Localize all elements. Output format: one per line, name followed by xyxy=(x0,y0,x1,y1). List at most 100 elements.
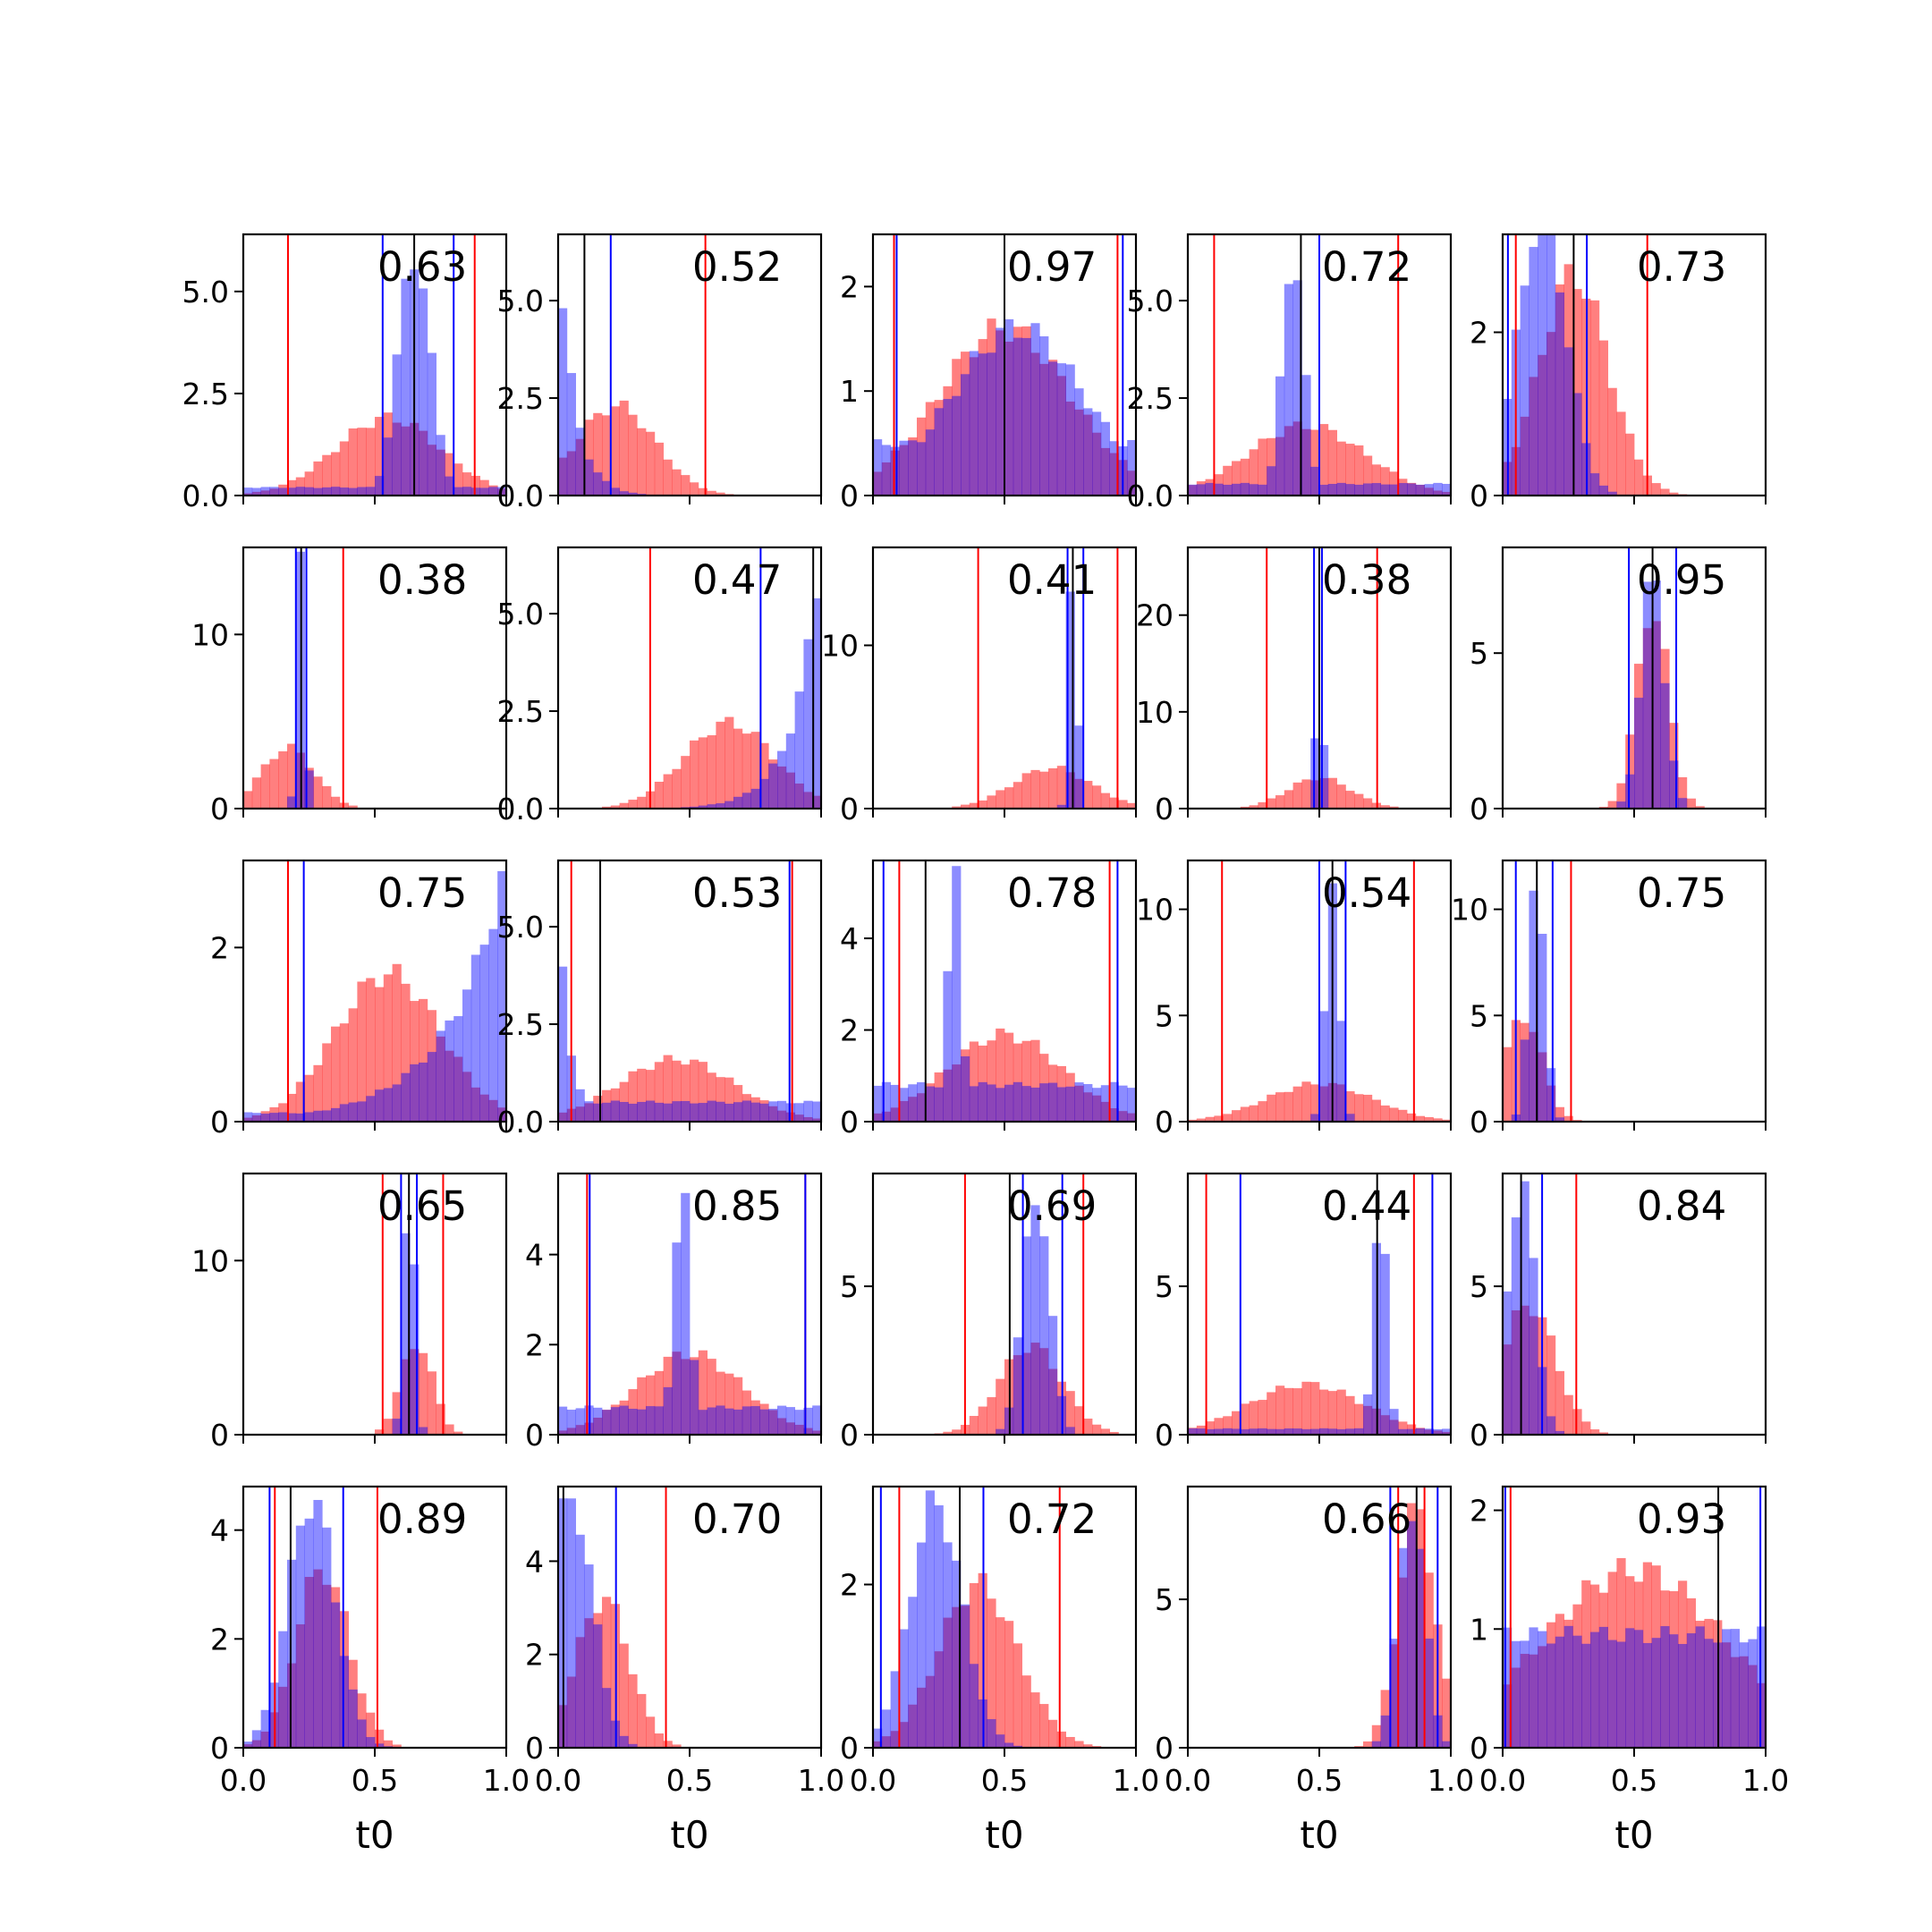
red-histogram-bar xyxy=(1634,664,1644,809)
red-histogram-bar xyxy=(584,1103,594,1122)
red-histogram-bar xyxy=(1363,455,1373,496)
histogram-bars xyxy=(1188,860,1451,1122)
panel-score: 0.70 xyxy=(692,1496,782,1543)
red-histogram-bar xyxy=(1214,1115,1224,1122)
red-histogram-bar xyxy=(331,1587,341,1748)
blue-histogram-bar xyxy=(637,1101,647,1122)
blue-histogram-bar xyxy=(566,1410,576,1435)
red-histogram-bar xyxy=(1258,1101,1267,1122)
panel-r5-c1: 0.0 0.5 1.0 0 2 4 t0 0.89 xyxy=(210,1485,530,1857)
blue-histogram-bar xyxy=(1065,364,1075,496)
blue-histogram-bar xyxy=(908,1597,918,1748)
red-histogram-bar xyxy=(716,492,725,496)
blue-histogram-bar xyxy=(943,970,953,1122)
blue-histogram-bar xyxy=(1678,798,1688,809)
red-histogram-bar xyxy=(419,430,428,496)
red-histogram-bar xyxy=(1310,1382,1320,1435)
red-histogram-bar xyxy=(961,352,970,496)
red-histogram-bar xyxy=(313,1569,323,1748)
red-histogram-bar xyxy=(1205,1421,1215,1435)
red-histogram-bar xyxy=(707,490,716,496)
red-histogram-bar xyxy=(724,716,734,809)
red-histogram-bar xyxy=(375,987,385,1122)
histogram-bars xyxy=(558,1487,682,1748)
red-histogram-bar xyxy=(339,1023,349,1122)
red-histogram-bar xyxy=(1030,352,1040,496)
panel-r1-c2: 0.0 2.5 5.0 0.52 xyxy=(497,233,823,513)
blue-histogram-bar xyxy=(1214,483,1224,496)
blue-histogram-bar xyxy=(610,1407,620,1435)
red-histogram-bar xyxy=(1686,1597,1696,1748)
red-histogram-bar xyxy=(602,1597,612,1748)
red-histogram-bar xyxy=(427,1010,436,1122)
blue-histogram-bar xyxy=(987,352,996,496)
y-tick-label: 10 xyxy=(821,629,859,664)
red-histogram-bar xyxy=(1109,797,1119,809)
blue-histogram-bar xyxy=(383,437,393,496)
blue-histogram-bar xyxy=(1127,1088,1136,1122)
blue-histogram-bar xyxy=(1232,483,1241,496)
x-tick-label: 0.0 xyxy=(1165,1763,1211,1798)
histogram-bars xyxy=(558,1174,821,1435)
red-histogram-bar xyxy=(663,1055,673,1122)
red-histogram-bar xyxy=(690,1059,699,1122)
blue-histogram-bar xyxy=(1336,1021,1346,1122)
red-histogram-bar xyxy=(1336,784,1346,809)
red-histogram-bar xyxy=(654,1733,664,1748)
blue-histogram-bar xyxy=(672,1242,682,1435)
red-histogram-bar xyxy=(733,728,743,809)
red-histogram-bar xyxy=(663,1356,673,1435)
red-histogram-bar xyxy=(1039,1348,1049,1435)
red-histogram-bar xyxy=(1572,1409,1582,1435)
red-histogram-bar xyxy=(1021,773,1031,809)
blue-histogram-bar xyxy=(741,1100,751,1122)
blue-histogram-bar xyxy=(331,1107,341,1122)
red-histogram-bar xyxy=(1258,1400,1267,1435)
panel-score: 0.47 xyxy=(692,556,782,604)
red-histogram-bar xyxy=(750,1097,760,1122)
blue-histogram-bar xyxy=(610,487,620,496)
red-histogram-bar xyxy=(1398,1577,1408,1748)
blue-histogram-bar xyxy=(1345,1114,1355,1122)
blue-histogram-bar xyxy=(445,1020,454,1122)
blue-histogram-bar xyxy=(1669,1634,1679,1748)
red-histogram-bar xyxy=(996,790,1005,809)
histogram-bars xyxy=(1598,547,1705,809)
red-histogram-bar xyxy=(996,1028,1005,1122)
red-histogram-bar xyxy=(1275,1092,1285,1122)
blue-histogram-bar xyxy=(357,487,367,496)
red-histogram-bar xyxy=(1389,1419,1399,1435)
red-histogram-bar xyxy=(969,1416,979,1435)
panel-r2-c1: 0 10 0.38 xyxy=(191,546,508,826)
blue-histogram-bar xyxy=(1634,698,1644,809)
red-histogram-bar xyxy=(987,1040,996,1122)
red-histogram-bar xyxy=(908,1097,918,1122)
blue-histogram-bar xyxy=(724,1408,734,1435)
blue-histogram-bar xyxy=(637,1409,647,1435)
red-histogram-bar xyxy=(1074,1085,1084,1122)
x-tick-label: 1.0 xyxy=(1742,1763,1789,1798)
blue-histogram-bar xyxy=(1555,1430,1564,1435)
y-tick-label: 4 xyxy=(840,921,859,956)
blue-histogram-bar xyxy=(1651,1638,1661,1748)
blue-histogram-bar xyxy=(1196,484,1206,496)
y-tick-label: 5 xyxy=(1155,1582,1174,1617)
y-tick-label: 0 xyxy=(1155,1418,1174,1453)
blue-histogram-bar xyxy=(339,1656,349,1748)
blue-histogram-bar xyxy=(873,439,883,496)
red-histogram-bar xyxy=(1223,1416,1233,1435)
red-histogram-bar xyxy=(672,469,682,496)
red-histogram-bar xyxy=(243,791,253,809)
red-histogram-bar xyxy=(777,766,787,809)
red-histogram-bar xyxy=(1651,483,1661,496)
y-tick-label: 0 xyxy=(1470,792,1488,826)
red-histogram-bar xyxy=(1503,1684,1513,1748)
blue-histogram-bar xyxy=(287,796,297,809)
blue-histogram-bar xyxy=(794,691,804,809)
red-histogram-bar xyxy=(969,1041,979,1122)
blue-histogram-bar xyxy=(1319,1428,1329,1435)
blue-histogram-bar xyxy=(1100,421,1110,496)
blue-histogram-bar xyxy=(1336,482,1346,496)
blue-histogram-bar xyxy=(663,1386,673,1435)
y-tick-label: 5 xyxy=(1155,1269,1174,1304)
